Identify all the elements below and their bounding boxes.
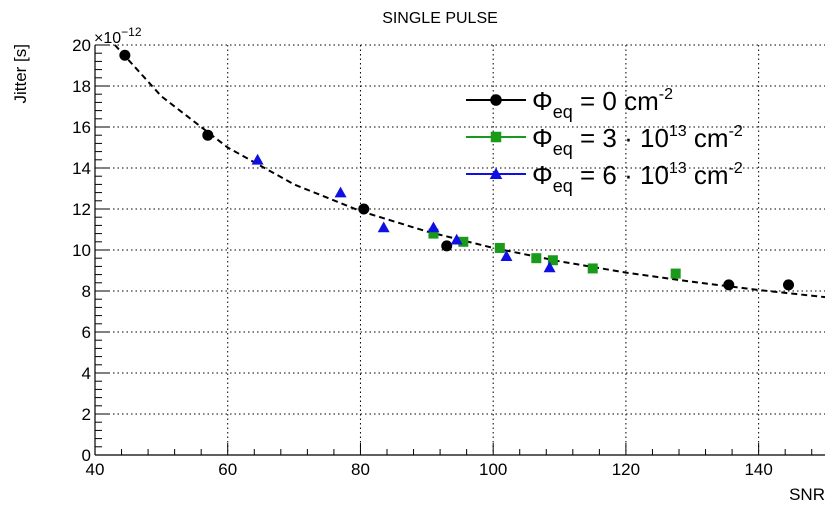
data-point-circle bbox=[723, 279, 735, 291]
series-2 bbox=[428, 228, 681, 279]
x-tick-label: 80 bbox=[351, 460, 370, 479]
y-tick-label: 16 bbox=[72, 118, 91, 137]
data-point-square bbox=[494, 242, 505, 253]
y-tick-label: 18 bbox=[72, 77, 91, 96]
data-point-square bbox=[670, 268, 681, 279]
legend-marker-square bbox=[490, 131, 502, 143]
x-tick-label: 40 bbox=[86, 460, 105, 479]
legend-label: Φeq = 0 cm-2 bbox=[532, 86, 673, 122]
data-point-triangle bbox=[427, 221, 440, 233]
axes: 40 60 80 100 120 140 0 2 4 6 8 10 12 14 16 18 20 bbox=[72, 36, 825, 479]
y-tick-label: 0 bbox=[82, 446, 91, 465]
legend-marker-triangle bbox=[489, 167, 503, 180]
y-tick-label: 6 bbox=[82, 323, 91, 342]
data-points bbox=[119, 49, 794, 291]
x-axis-label: SNR bbox=[789, 485, 825, 504]
y-tick-label: 2 bbox=[82, 405, 91, 424]
data-point-triangle bbox=[500, 250, 513, 261]
data-point-square bbox=[458, 236, 469, 247]
y-tick-label: 8 bbox=[82, 282, 91, 301]
legend-marker-circle bbox=[490, 94, 502, 106]
data-point-square bbox=[428, 228, 439, 239]
y-tick-label: 12 bbox=[72, 200, 91, 219]
legend-label: Φeq = 3 · 1013 cm-2 bbox=[532, 123, 743, 159]
x-tick-label: 100 bbox=[479, 460, 507, 479]
data-point-triangle bbox=[450, 233, 463, 245]
y-tick-label: 10 bbox=[72, 241, 91, 260]
data-point-triangle bbox=[334, 186, 347, 198]
y-tick-label: 14 bbox=[72, 159, 91, 178]
legend-entry-1: Φeq = 0 cm-2 bbox=[466, 86, 673, 122]
x-tick-label: 120 bbox=[612, 460, 640, 479]
data-point-circle bbox=[119, 49, 131, 61]
data-point-circle bbox=[358, 203, 370, 215]
data-point-circle bbox=[441, 240, 453, 252]
data-point-triangle bbox=[543, 261, 556, 273]
data-point-circle bbox=[783, 279, 794, 291]
legend-entry-3: Φeq = 6 · 1013 cm-2 bbox=[466, 160, 743, 196]
data-point-triangle bbox=[377, 221, 390, 233]
series-1 bbox=[119, 49, 794, 291]
x-tick-label: 140 bbox=[744, 460, 772, 479]
y-axis-label: Jitter [s] bbox=[11, 44, 30, 104]
grid bbox=[95, 44, 825, 455]
y-axis-multiplier-exponent: −12 bbox=[121, 25, 142, 39]
y-tick-label: 20 bbox=[72, 36, 91, 55]
chart-title: SINGLE PULSE bbox=[382, 10, 498, 27]
data-point-square bbox=[547, 255, 558, 266]
series-3 bbox=[251, 153, 556, 273]
y-axis-multiplier: ×10−12 bbox=[94, 25, 142, 47]
legend-entry-2: Φeq = 3 · 1013 cm-2 bbox=[466, 123, 743, 159]
y-axis-multiplier-base: ×10 bbox=[94, 30, 121, 47]
legend-label: Φeq = 6 · 1013 cm-2 bbox=[532, 160, 743, 196]
y-tick-label: 4 bbox=[82, 364, 91, 383]
data-point-square bbox=[587, 263, 598, 274]
data-point-circle bbox=[202, 129, 214, 141]
data-point-triangle bbox=[251, 153, 264, 165]
x-tick-label: 60 bbox=[218, 460, 237, 479]
data-point-square bbox=[531, 253, 542, 264]
